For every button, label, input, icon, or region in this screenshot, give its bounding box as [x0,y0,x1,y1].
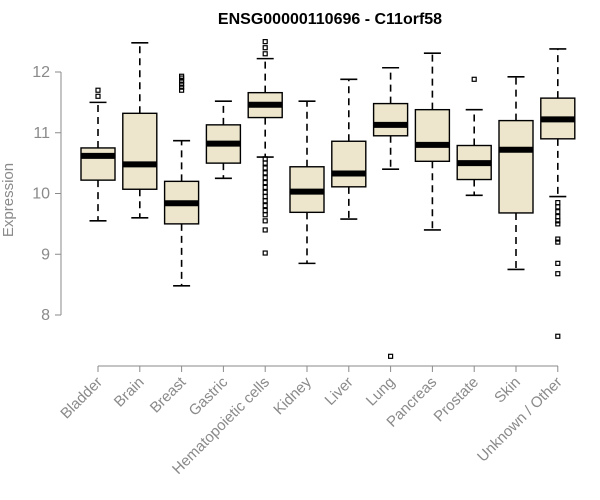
outlier-point [555,271,561,277]
box-group-skin [498,76,534,271]
box-group-lung [372,66,409,359]
x-tick-label: Brain [111,374,148,411]
outlier-point [262,156,268,162]
outlier-point [262,193,268,200]
outlier-point [262,165,268,171]
outlier-point [262,212,268,218]
box-group-liver [331,78,367,220]
outlier-point [95,87,101,93]
box [80,147,116,181]
outlier-point [262,189,268,195]
x-tick-label: Lung [363,374,399,410]
outlier-point [262,207,268,214]
outlier-point [179,84,185,90]
box-group-unknown-other [540,48,576,339]
x-tick-label: Kidney [270,373,315,418]
outlier-point [262,179,268,186]
outlier-point [262,51,268,57]
y-axis-label: Expression [0,163,17,237]
box [498,119,534,214]
outlier-point [262,250,268,256]
y-ticks: 8 9 10 11 12 [32,64,61,324]
y-tick-label: 10 [32,186,50,203]
outlier-point [262,218,268,224]
y-tick-label: 9 [41,246,50,263]
outlier-point [555,236,561,242]
outlier-point [262,184,268,191]
outlier-point [179,78,185,84]
outlier-point [471,76,477,82]
x-tick-label: Skin [491,374,524,407]
outlier-point [555,209,561,215]
outlier-point [262,170,268,176]
box-group-prostate [456,76,492,197]
outlier-point [388,353,394,359]
outlier-point [555,260,561,266]
x-tick-label: Liver [322,374,357,409]
outlier-point [262,175,268,181]
outlier-point [555,200,561,206]
outlier-point [555,221,561,227]
outlier-point [262,45,268,51]
y-tick-label: 12 [32,64,50,81]
box-group-hematopoietic-cells [247,39,283,256]
boxes [80,39,576,359]
box-group-bladder [80,87,116,222]
outlier-point [555,213,561,220]
outlier-point [262,203,268,209]
outlier-point [262,39,268,45]
x-tick-label: Bladder [57,374,106,423]
outlier-point [179,73,185,79]
outlier-point [179,81,185,87]
outlier-point [555,239,561,245]
y-tick-label: 11 [33,125,50,142]
outlier-point [555,333,561,339]
x-tick-label: Prostate [430,374,482,426]
box [331,140,367,188]
outlier-point [262,198,268,204]
box-group-brain [122,42,158,219]
outlier-point [262,227,268,233]
outlier-point [95,93,101,99]
box-group-kidney [289,100,325,265]
outlier-point [555,204,561,210]
chart-title: ENSG00000110696 - C11orf58 [218,11,442,28]
y-tick-label: 8 [41,307,50,324]
box [414,108,451,163]
box-group-breast [163,73,200,287]
box [372,102,409,137]
box-group-gastric [205,100,242,180]
outlier-point [262,160,268,166]
x-tick-label: Breast [147,373,190,416]
outlier-point [179,87,185,93]
box [122,112,158,190]
box-group-pancreas [414,52,451,231]
